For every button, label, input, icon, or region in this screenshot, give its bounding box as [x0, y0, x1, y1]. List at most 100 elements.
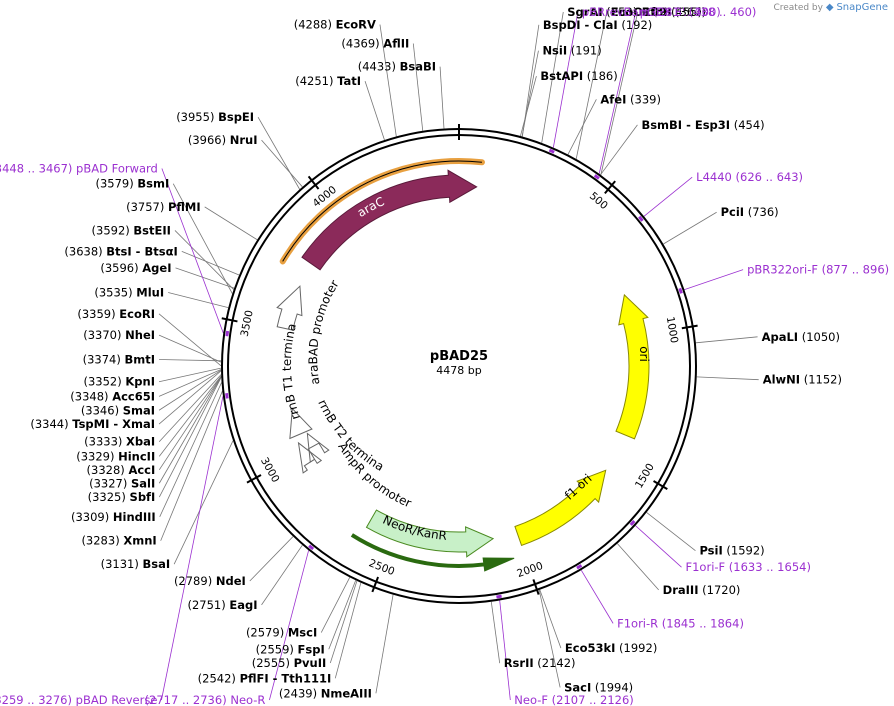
leader-kpni — [158, 367, 222, 383]
brand-product: SnapGene — [836, 2, 888, 13]
leader-bsabi — [439, 66, 445, 129]
enzyme-label-ecoo109i: EcoO109I (367) — [611, 5, 706, 19]
site-labels: (4433) BsaBI (4369) AflII (4288) EcoRV (425… — [0, 5, 889, 706]
site-name: BstEII — [133, 223, 171, 237]
leader-bstapi — [520, 76, 537, 137]
leader-pbad-forward — [161, 168, 224, 334]
site-name: AgeI — [142, 261, 171, 275]
site-name: BmtI — [125, 352, 156, 366]
site-name: ApaLI — [762, 330, 799, 344]
primer-mark-pgex-3 — [593, 174, 600, 180]
site-position: (2107 .. 2126) — [548, 693, 634, 706]
leader-pgex-3 — [598, 11, 637, 174]
leader-saci — [538, 589, 561, 688]
leader-bsai — [173, 440, 234, 565]
primer-mark-pbrrevbam — [548, 148, 555, 154]
leader-eagi — [261, 544, 303, 606]
site-name: Acc65I — [112, 389, 155, 403]
rrnb-t2-arrow — [289, 407, 313, 440]
site-position: (438 .. 460) — [685, 5, 756, 19]
enzyme-label-apali: ApaLI (1050) — [762, 330, 840, 344]
leader-ecorv — [379, 24, 397, 137]
enzyme-label-ndei: (2789) NdeI — [174, 574, 246, 588]
site-name: HincII — [118, 449, 155, 463]
neokanr-arrow — [365, 509, 495, 558]
primer-marks — [225, 148, 683, 599]
enzyme-label-agei: (3596) AgeI — [100, 261, 171, 275]
leader-ecori — [158, 313, 222, 367]
primer-mark-f1ori-f — [629, 520, 636, 526]
primer-label-pbr322ori-f: pBR322ori-F (877 .. 896) — [747, 263, 889, 277]
tick-label-3500: 3500 — [239, 309, 256, 338]
primer-mark-pbad-forward — [225, 330, 230, 337]
arac-arrow — [301, 169, 478, 271]
site-position: (3346) — [81, 403, 123, 417]
leader-neo-r — [269, 550, 309, 701]
site-name: EcoRI — [119, 307, 155, 321]
enzyme-label-pfoi: PfoI (455) — [642, 5, 702, 19]
enzyme-label-eagi: (2751) EagI — [187, 598, 257, 612]
site-position: (2751) — [187, 598, 229, 612]
enzyme-label-fspi: (2559) FspI — [256, 642, 325, 656]
primer-mark-neo-r — [308, 544, 315, 551]
leader-bspei — [257, 117, 300, 190]
enzyme-label-hindiii: (3309) HindIII — [71, 510, 156, 524]
leader-fspi — [328, 580, 357, 650]
enzyme-label-nrui: (3966) NruI — [188, 133, 258, 147]
enzyme-label-pflfi-tth111i: (2542) PflFI - Tth111I — [198, 671, 332, 685]
leader-bspdi-clai — [521, 24, 540, 137]
leader-pcii — [663, 211, 717, 245]
site-name: BsaI — [142, 557, 170, 571]
site-name: Neo-F — [514, 693, 548, 706]
snapgene-logo-icon: ◆ — [825, 2, 834, 13]
site-position: (1592) — [723, 544, 765, 558]
site-name: SmaI — [123, 403, 155, 417]
site-position: (3757) — [126, 200, 168, 214]
leader-acci — [158, 375, 222, 471]
site-name: PfoI — [642, 5, 668, 19]
primer-label-pbad-forward: (3448 .. 3467) pBAD Forward — [0, 161, 158, 175]
snapgene-brand: Created by ◆ SnapGene — [773, 2, 888, 13]
enzyme-label-bsmi: (3579) BsmI — [95, 177, 169, 191]
tick-mark-1500 — [653, 480, 668, 491]
site-position: (3348) — [70, 389, 112, 403]
leader-psii — [646, 512, 696, 551]
primer-mark-l4440 — [638, 215, 644, 222]
site-position: (3131) — [101, 557, 143, 571]
site-name: DraIII — [663, 583, 699, 597]
leader-bsmbi-esp3i — [600, 124, 638, 175]
site-name: NruI — [230, 133, 258, 147]
enzyme-label-saci: SacI (1994) — [564, 680, 633, 694]
site-position: (3535) — [94, 285, 136, 299]
tick-mark-2000 — [532, 579, 540, 595]
site-position: (3333) — [84, 435, 126, 449]
enzyme-label-sali: (3327) SalI — [89, 476, 155, 490]
leader-neo-f — [499, 600, 511, 701]
leader-xbai — [158, 374, 222, 443]
leader-acc65i — [158, 369, 222, 397]
site-position: (3325) — [88, 490, 130, 504]
enzyme-label-bsmbi-esp3i: BsmBI - Esp3I (454) — [641, 118, 764, 132]
primer-mark-pbr322ori-f — [678, 287, 683, 294]
leader-nrui — [261, 139, 303, 188]
site-name: AccI — [128, 463, 155, 477]
site-name: Neo-R — [230, 693, 265, 706]
site-position: (626 .. 643) — [732, 170, 803, 184]
enzyme-label-tspmi-xmai: (3344) TspMI - XmaI — [30, 417, 155, 431]
leader-afei — [567, 99, 597, 155]
site-name: RsrII — [504, 656, 534, 670]
leader-ndei — [249, 536, 294, 582]
brand-created-by: Created by — [773, 3, 823, 13]
site-name: BstAPI — [540, 69, 583, 83]
site-position: (3359) — [77, 307, 119, 321]
leader-mlui — [168, 292, 229, 309]
enzyme-label-bstapi: BstAPI (186) — [540, 69, 617, 83]
enzyme-label-xbai: (3333) XbaI — [84, 435, 155, 449]
enzyme-label-bspdi-clai: BspDI - ClaI (192) — [543, 18, 652, 32]
enzyme-label-acc65i: (3348) Acc65I — [70, 389, 155, 403]
enzyme-label-mlui: (3535) MluI — [94, 285, 164, 299]
tick-label-1500: 1500 — [633, 461, 657, 490]
site-name: PciI — [721, 205, 744, 219]
site-name: EcoRV — [336, 18, 376, 32]
